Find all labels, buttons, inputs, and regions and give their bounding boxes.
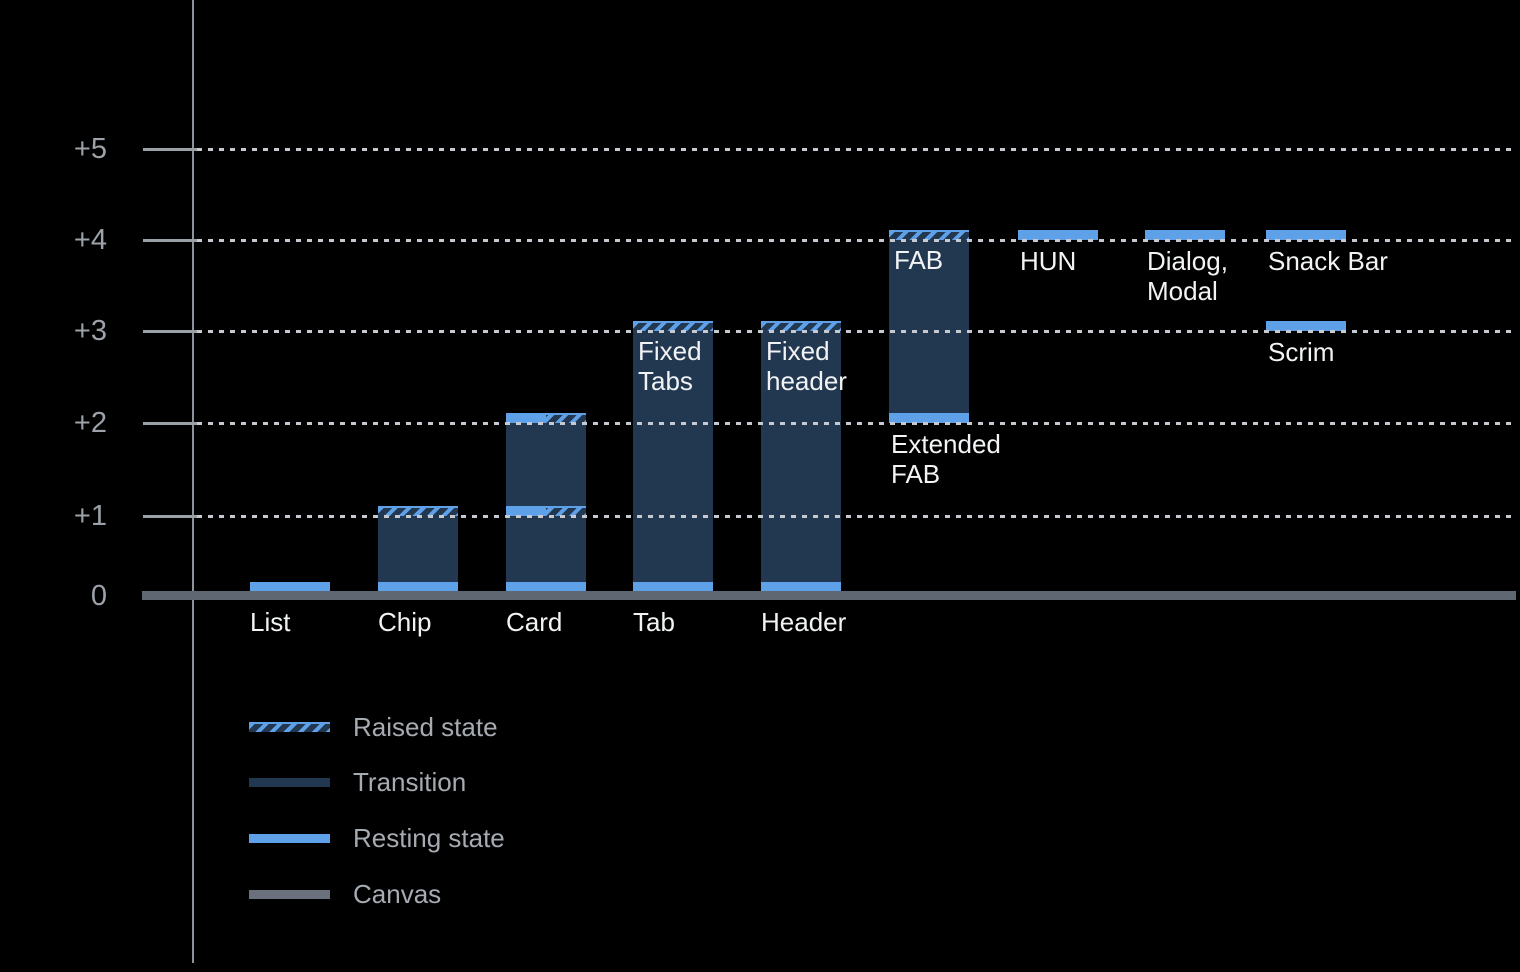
bar-label-tab-below: Tab xyxy=(633,607,675,637)
gridline-+5 xyxy=(197,148,1516,151)
y-tick-label-0: 0 xyxy=(90,580,107,612)
legend-label-canvas: Canvas xyxy=(353,878,442,909)
bar-header-transition xyxy=(761,331,841,582)
bar-scrim-resting-band-l3 xyxy=(1266,321,1346,331)
gridline-+2 xyxy=(197,422,1516,425)
bar-header-raised-band-l3 xyxy=(761,321,841,331)
y-tick-+5 xyxy=(143,148,197,151)
bar-card-split-band-solid-l2 xyxy=(506,415,546,423)
legend-item-transition: Transition xyxy=(249,767,466,797)
bar-label-fab-under: Extended FAB xyxy=(891,429,1001,489)
bar-snack-bar-resting-band-l4 xyxy=(1266,230,1346,240)
bar-dialog-modal-resting-band-l4 xyxy=(1145,230,1225,240)
y-tick-label-+1: +1 xyxy=(73,500,107,532)
gridline-+1 xyxy=(197,515,1516,518)
bar-fab-raised-band-l4 xyxy=(889,230,969,240)
raised-state-swatch-icon xyxy=(249,722,330,732)
y-tick-label-+5: +5 xyxy=(73,133,107,165)
bar-fab-resting-band-l2 xyxy=(889,413,969,423)
bar-chip-transition xyxy=(378,516,458,582)
bar-label-scrim-under: Scrim xyxy=(1268,337,1335,367)
bar-label-fab-inside: FAB xyxy=(894,245,944,275)
bar-label-header-inside: Fixed header xyxy=(766,336,847,396)
bar-label-chip-below: Chip xyxy=(378,607,432,637)
bar-label-snack-bar-under: Snack Bar xyxy=(1268,246,1388,276)
y-axis-line xyxy=(192,0,194,963)
legend-label-resting-state: Resting state xyxy=(353,822,505,853)
resting-state-swatch-icon xyxy=(249,833,330,843)
bar-tab-raised-band-l3 xyxy=(633,321,713,331)
bar-fab-transition xyxy=(889,240,969,413)
y-tick-+1 xyxy=(143,515,197,518)
bar-chip-resting-band-l0 xyxy=(378,582,458,592)
bar-chip-raised-band-l1 xyxy=(378,506,458,516)
bar-header-resting-band-l0 xyxy=(761,582,841,592)
y-tick-label-+3: +3 xyxy=(73,315,107,347)
bar-label-card-below: Card xyxy=(506,607,563,637)
y-tick-label-+4: +4 xyxy=(73,224,107,256)
bar-tab-resting-band-l0 xyxy=(633,582,713,592)
bar-hun-resting-band-l4 xyxy=(1018,230,1098,240)
bar-card-split-band-solid-l1 xyxy=(506,508,546,516)
bar-tab-transition xyxy=(633,331,713,582)
y-tick-+2 xyxy=(143,422,197,425)
bar-list-resting-band-l0 xyxy=(250,582,330,592)
y-tick-+4 xyxy=(143,239,197,242)
legend-label-transition: Transition xyxy=(353,766,467,797)
bar-label-hun-under: HUN xyxy=(1020,246,1077,276)
legend-item-raised-state: Raised state xyxy=(249,712,498,742)
y-tick-label-+2: +2 xyxy=(73,407,107,439)
gridline-+3 xyxy=(197,330,1516,333)
canvas-swatch-icon xyxy=(249,889,330,899)
bar-card-split-band-l2 xyxy=(506,413,586,423)
bar-label-tab-inside: Fixed Tabs xyxy=(638,336,702,396)
canvas-baseline xyxy=(142,591,1516,600)
legend-label-raised-state: Raised state xyxy=(353,711,498,742)
legend-item-canvas: Canvas xyxy=(249,879,441,909)
transition-swatch-icon xyxy=(249,777,330,787)
bar-card-split-band-l1 xyxy=(506,506,586,516)
legend-item-resting-state: Resting state xyxy=(249,823,505,853)
y-tick-+3 xyxy=(143,330,197,333)
bar-label-header-below: Header xyxy=(761,607,847,637)
bar-card-transition xyxy=(506,423,586,582)
bar-label-list-below: List xyxy=(250,607,291,637)
gridline-+4 xyxy=(197,239,1516,242)
bar-card-resting-band-l0 xyxy=(506,582,586,592)
bar-label-dialog-modal-under: Dialog, Modal xyxy=(1147,246,1228,306)
